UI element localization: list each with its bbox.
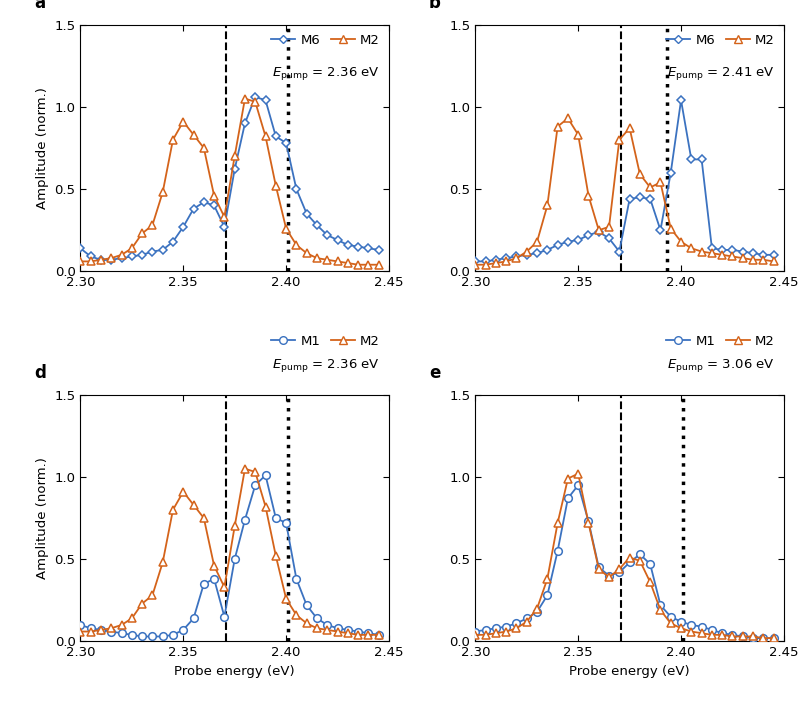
Legend: M6, M2: M6, M2 [266, 29, 385, 52]
Text: $E_\mathrm{pump}$ = 3.06 eV: $E_\mathrm{pump}$ = 3.06 eV [666, 357, 773, 374]
Text: a: a [34, 0, 45, 12]
Text: e: e [429, 365, 440, 382]
Text: b: b [429, 0, 440, 12]
Text: $E_\mathrm{pump}$ = 2.36 eV: $E_\mathrm{pump}$ = 2.36 eV [271, 65, 379, 83]
Legend: M1, M2: M1, M2 [660, 329, 779, 353]
Legend: M1, M2: M1, M2 [266, 329, 385, 353]
Text: $E_\mathrm{pump}$ = 2.36 eV: $E_\mathrm{pump}$ = 2.36 eV [271, 357, 379, 374]
Y-axis label: Amplitude (norm.): Amplitude (norm.) [36, 87, 49, 209]
X-axis label: Probe energy (eV): Probe energy (eV) [569, 665, 689, 678]
X-axis label: Probe energy (eV): Probe energy (eV) [174, 665, 295, 678]
Legend: M6, M2: M6, M2 [660, 29, 779, 52]
Y-axis label: Amplitude (norm.): Amplitude (norm.) [36, 457, 49, 579]
Text: d: d [34, 365, 46, 382]
Text: $E_\mathrm{pump}$ = 2.41 eV: $E_\mathrm{pump}$ = 2.41 eV [666, 65, 773, 83]
